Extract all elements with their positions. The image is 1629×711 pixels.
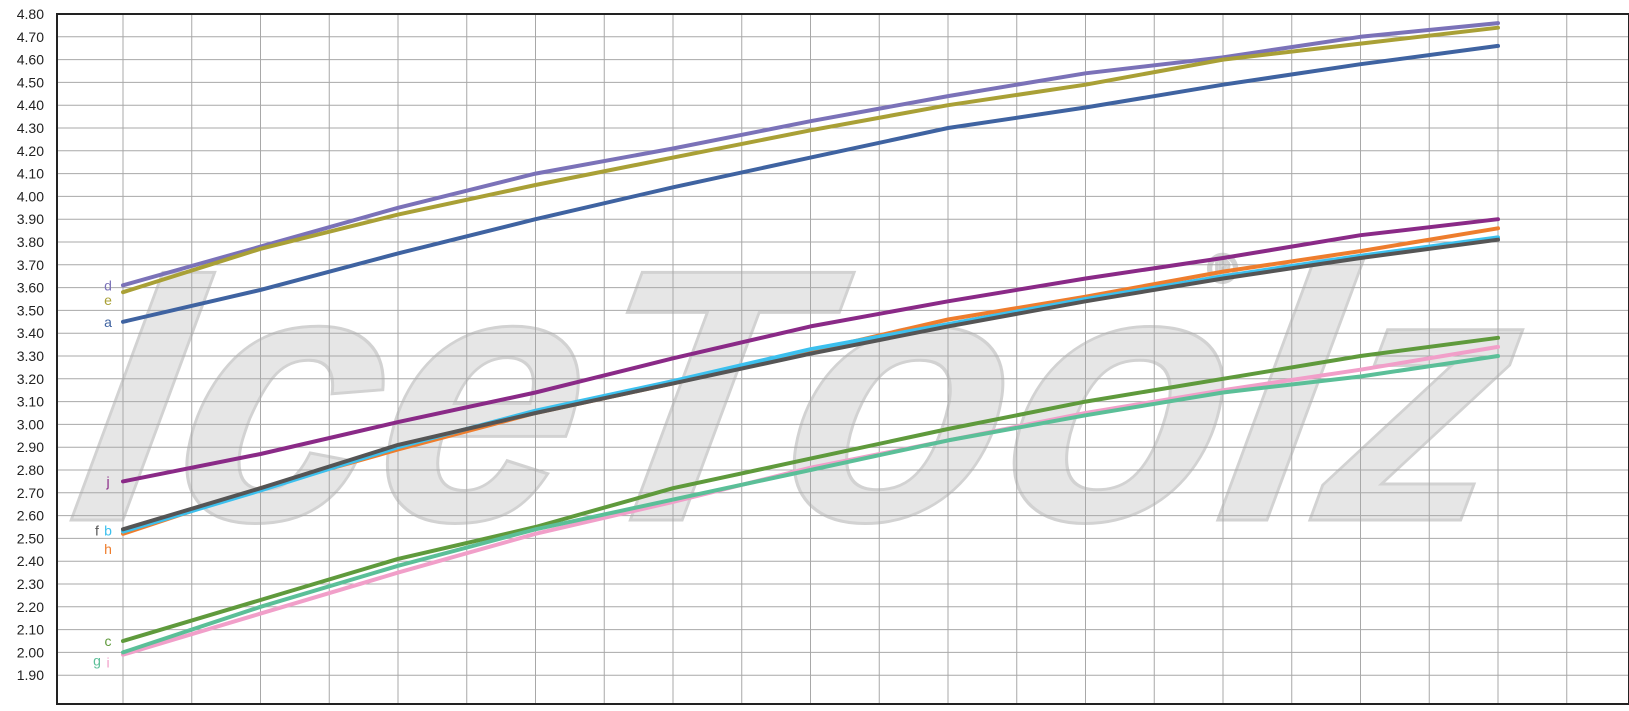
y-tick-label: 4.10: [17, 166, 44, 182]
series-label-b: b: [104, 522, 112, 538]
y-tick-label: 4.80: [17, 6, 44, 22]
y-tick-label: 4.40: [17, 97, 44, 113]
y-tick-label: 3.40: [17, 325, 44, 341]
y-tick-label: 3.00: [17, 416, 44, 432]
series-label-d: d: [104, 277, 112, 293]
y-tick-label: 4.60: [17, 52, 44, 68]
series-label-e: e: [104, 292, 112, 308]
y-tick-label: 4.00: [17, 188, 44, 204]
y-tick-label: 4.70: [17, 29, 44, 45]
series-label-c: c: [105, 633, 112, 649]
series-label-j: j: [105, 473, 109, 489]
y-tick-label: 2.60: [17, 508, 44, 524]
series-label-g: g: [93, 652, 101, 668]
series-label-h: h: [104, 541, 112, 557]
y-tick-label: 3.90: [17, 211, 44, 227]
y-tick-label: 3.50: [17, 302, 44, 318]
y-tick-label: 3.70: [17, 257, 44, 273]
y-tick-label: 2.40: [17, 553, 44, 569]
y-tick-label: 1.90: [17, 667, 44, 683]
y-tick-label: 2.80: [17, 462, 44, 478]
y-tick-label: 2.20: [17, 599, 44, 615]
y-tick-label: 3.60: [17, 280, 44, 296]
y-tick-label: 3.80: [17, 234, 44, 250]
series-label-i: i: [106, 655, 109, 671]
y-tick-label: 2.30: [17, 576, 44, 592]
y-tick-label: 4.30: [17, 120, 44, 136]
series-label-a: a: [104, 314, 112, 330]
y-tick-label: 3.30: [17, 348, 44, 364]
y-tick-label: 2.00: [17, 644, 44, 660]
y-tick-label: 2.90: [17, 439, 44, 455]
y-tick-label: 2.10: [17, 622, 44, 638]
y-tick-label: 4.50: [17, 74, 44, 90]
y-tick-label: 3.10: [17, 394, 44, 410]
y-tick-label: 2.70: [17, 485, 44, 501]
y-tick-label: 4.20: [17, 143, 44, 159]
y-tick-label: 2.50: [17, 530, 44, 546]
y-axis: 1.90 2.00 2.10 2.20 2.30 2.40 2.50 2.60 2.70 2.80…: [17, 6, 44, 683]
series-label-f: f: [95, 522, 99, 538]
y-tick-label: 3.20: [17, 371, 44, 387]
